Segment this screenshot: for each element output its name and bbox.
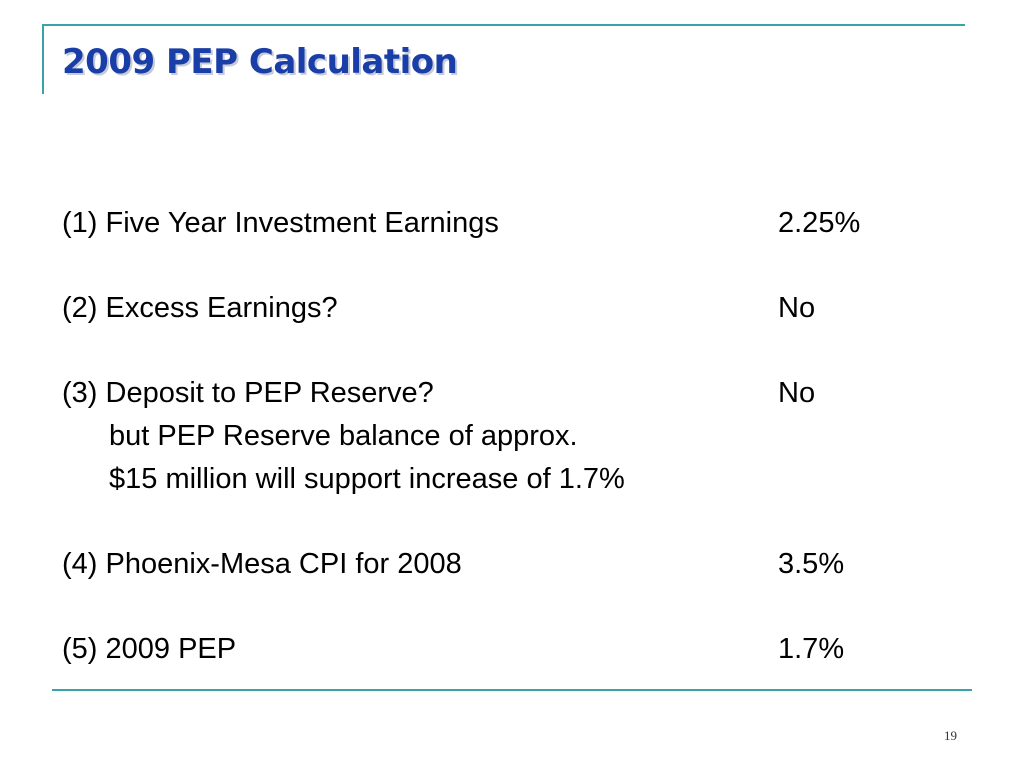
item-label: (3) Deposit to PEP Reserve? (62, 377, 434, 409)
list-item: (1) Five Year Investment Earnings 2.25% (62, 203, 962, 243)
bottom-rule (52, 689, 972, 691)
page-number: 19 (944, 728, 957, 743)
calculation-list: (1) Five Year Investment Earnings 2.25% … (62, 0, 962, 768)
item-value: No (778, 377, 816, 409)
item-value: 3.5% (778, 548, 845, 580)
slide-title: 2009 PEP Calculation (62, 42, 458, 82)
list-item: (5) 2009 PEP 1.7% (62, 629, 962, 669)
item-note: $15 million will support increase of 1.7… (109, 463, 625, 495)
item-label: (5) 2009 PEP (62, 633, 237, 665)
list-item: (2) Excess Earnings? No (62, 288, 962, 328)
left-rule (42, 24, 44, 94)
item-label: (1) Five Year Investment Earnings (62, 207, 499, 239)
top-rule (42, 24, 965, 26)
item-label: (4) Phoenix-Mesa CPI for 2008 (62, 548, 462, 580)
item-value: 2.25% (778, 207, 861, 239)
list-item: (4) Phoenix-Mesa CPI for 2008 3.5% (62, 544, 962, 584)
item-label: (2) Excess Earnings? (62, 292, 338, 324)
item-note: but PEP Reserve balance of approx. (109, 420, 578, 452)
item-value: 1.7% (778, 633, 845, 665)
item-value: No (778, 292, 816, 324)
list-item: (3) Deposit to PEP Reserve? No (62, 373, 962, 413)
